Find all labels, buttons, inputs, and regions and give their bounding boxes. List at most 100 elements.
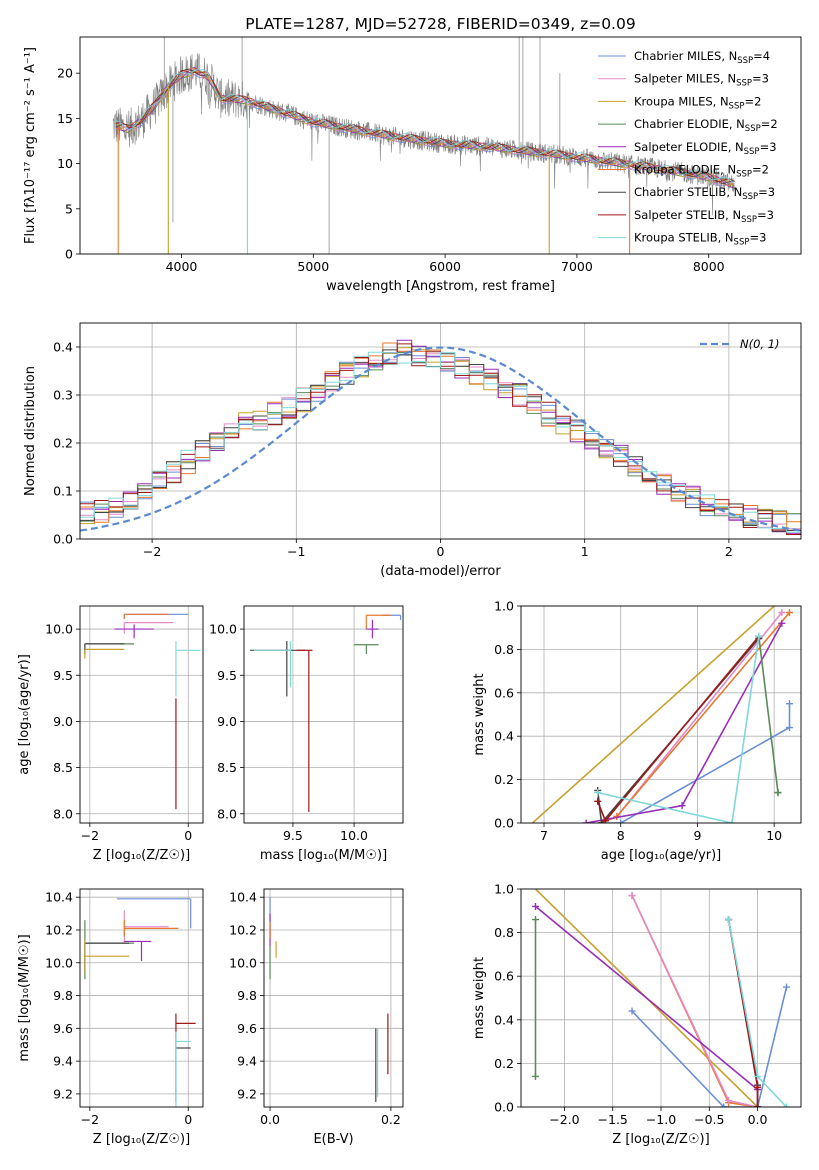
y-tick-label: 1.0: [494, 599, 514, 614]
plot-area: [269, 897, 389, 1103]
y-tick-label: 0.8: [494, 925, 514, 940]
panel-6: 0.0 0.2 9.2 9.4 9.6 9.8 10.0 10.2 10.4 E(B-V): [229, 888, 404, 1147]
legend-label-normal: N(0, 1): [740, 337, 780, 351]
x-axis-label: Z [log₁₀(Z/Z☉)]: [93, 1132, 190, 1147]
weight-marker: [754, 1083, 762, 1091]
model-spectrum-2: [115, 70, 735, 189]
legend-label-8: Kroupa STELIB, NSSP=3: [634, 231, 766, 248]
y-axis-label: Flux [fλ10⁻¹⁷ erg cm⁻² s⁻¹ A⁻¹]: [23, 47, 38, 244]
legend-label-6: Chabrier STELIB, NSSP=3: [634, 185, 775, 202]
y-tick-label: 8.0: [53, 806, 73, 821]
y-tick-label: 0.2: [53, 436, 73, 451]
legend: N(0, 1): [700, 337, 780, 351]
normal-curve: [80, 346, 801, 532]
weight-marker: [531, 916, 539, 924]
y-tick-label: 8.5: [53, 760, 73, 775]
x-tick-label: 9.5: [283, 828, 303, 843]
y-tick-label: 9.6: [237, 1021, 257, 1036]
y-tick-label: 0.4: [494, 729, 514, 744]
y-axis-label: Normed distribution: [23, 366, 38, 496]
y-tick-label: 9.4: [53, 1054, 73, 1069]
y-tick-label: 9.4: [237, 1054, 257, 1069]
weight-marker: [725, 916, 733, 924]
weight-line-1: [601, 703, 791, 823]
y-tick-label: 9.8: [237, 988, 257, 1003]
y-tick-label: 0.2: [494, 772, 514, 787]
y-tick-label: 10.2: [45, 922, 73, 937]
y-axis-label: mass weight: [472, 957, 487, 1039]
x-axis-label: wavelength [Angstrom, rest frame]: [326, 279, 555, 294]
panel-0: 4000 5000 6000 7000 8000 0 5 10 15 20 wavelength […: [23, 15, 802, 294]
x-tick-label: −1: [287, 544, 305, 559]
x-tick-label: 0: [184, 1112, 192, 1127]
x-tick-label: 9: [693, 828, 701, 843]
plot-area: [531, 606, 793, 823]
axes-frame: [520, 888, 802, 1108]
y-tick-label: 8.5: [217, 760, 237, 775]
y-tick-label: 9.2: [53, 1086, 73, 1101]
x-tick-label: −2: [81, 1112, 99, 1127]
plot-area: [250, 614, 402, 812]
axes-frame: [520, 605, 802, 824]
y-tick-label: 9.2: [237, 1086, 257, 1101]
weight-line-7: [758, 636, 779, 793]
y-tick-label: 0.0: [494, 816, 514, 831]
weight-marker: [628, 892, 636, 900]
plot-area: [531, 889, 791, 1107]
y-tick-label: 10.0: [45, 622, 73, 637]
y-axis-label: mass [log₁₀(M/M☉)]: [17, 934, 32, 1061]
weight-marker: [778, 609, 786, 617]
x-tick-label: −0.5: [694, 1112, 724, 1127]
x-tick-label: 0.2: [381, 1112, 401, 1127]
y-tick-label: 1.0: [494, 882, 514, 897]
model-spectrum-5: [115, 67, 735, 186]
axes-frame: [79, 605, 204, 824]
weight-marker: [601, 817, 609, 823]
plot-area: [84, 613, 201, 810]
panel-2: −2 0 8.0 8.5 9.0 9.5 10.0 Z [log₁₀(Z/Z☉)] age [l…: [17, 605, 204, 863]
panel-1: −2 −1 0 1 2 0.0 0.1 0.2 0.3 0.4 (data-model)/error…: [23, 322, 802, 579]
weight-marker: [720, 1103, 728, 1107]
y-tick-label: 10.4: [45, 890, 73, 905]
y-tick-label: 15: [57, 111, 73, 126]
y-tick-label: 10.0: [209, 622, 237, 637]
y-tick-label: 0.0: [494, 1100, 514, 1115]
weight-line-8: [597, 636, 760, 823]
y-axis-label: age [log₁₀(age/yr)]: [17, 654, 32, 775]
weight-marker: [785, 724, 793, 732]
y-tick-label: 8.0: [217, 806, 237, 821]
weight-marker: [774, 789, 782, 797]
x-axis-label: mass [log₁₀(M/M☉)]: [260, 848, 387, 863]
weight-line-4: [586, 623, 783, 823]
x-tick-label: 5000: [297, 259, 329, 274]
x-tick-label: 8000: [693, 259, 725, 274]
x-axis-label: (data-model)/error: [380, 564, 501, 579]
panel-4: 7 8 9 10 0.0 0.2 0.4 0.6 0.8 1.0 age [log₁₀(age/yr…: [472, 599, 802, 863]
weight-marker: [594, 797, 602, 805]
weight-marker: [531, 902, 539, 910]
legend-label-0: Chabrier MILES, NSSP=4: [634, 49, 770, 66]
weight-marker: [531, 1072, 539, 1080]
weight-marker: [754, 1103, 762, 1107]
axes-frame: [263, 888, 404, 1108]
plot-area: [84, 898, 196, 1107]
y-tick-label: 10.0: [45, 955, 73, 970]
weight-marker: [783, 1103, 791, 1107]
model-spectrum-8: [115, 68, 735, 185]
x-axis-label: age [log₁₀(age/yr)]: [601, 848, 722, 863]
x-axis-label: Z [log₁₀(Z/Z☉)]: [612, 1132, 709, 1147]
y-tick-label: 9.8: [53, 988, 73, 1003]
y-tick-label: 0: [65, 247, 73, 262]
x-tick-label: 7: [540, 828, 548, 843]
x-tick-label: 6000: [429, 259, 461, 274]
weight-line-7: [727, 919, 759, 1107]
weight-marker: [785, 700, 793, 708]
y-tick-label: 9.0: [53, 714, 73, 729]
x-tick-label: −2.0: [549, 1112, 579, 1127]
y-tick-label: 10.2: [229, 922, 257, 937]
x-tick-label: 0.0: [260, 1112, 280, 1127]
y-tick-label: 0.6: [494, 685, 514, 700]
y-tick-label: 10.0: [229, 955, 257, 970]
y-tick-label: 0.0: [53, 532, 73, 547]
